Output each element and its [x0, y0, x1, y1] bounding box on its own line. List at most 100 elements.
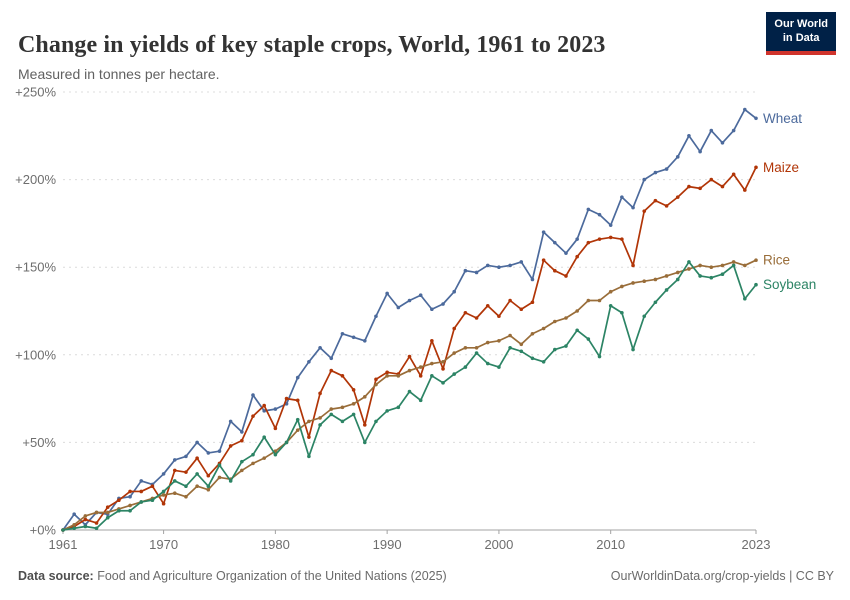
series-point-rice: [497, 338, 501, 343]
owid-url-link[interactable]: OurWorldinData.org/crop-yields | CC BY: [610, 569, 834, 583]
chart-footer: Data source: Food and Agriculture Organi…: [18, 569, 834, 583]
series-point-soybean: [184, 484, 188, 489]
series-point-rice: [731, 260, 736, 264]
series-point-wheat: [452, 289, 457, 294]
series-point-wheat: [698, 149, 702, 154]
series-point-maize: [441, 367, 445, 371]
series-point-wheat: [184, 454, 188, 459]
series-point-wheat: [217, 449, 222, 453]
series-end-label-maize[interactable]: Maize: [763, 160, 799, 175]
series-point-rice: [575, 309, 579, 313]
series-point-rice: [217, 475, 222, 480]
series-point-rice: [161, 493, 166, 497]
series-point-maize: [273, 426, 278, 431]
series-point-soybean: [474, 351, 479, 355]
series-line-maize[interactable]: [62, 166, 757, 531]
series-point-rice: [452, 351, 457, 355]
series-point-wheat: [307, 360, 311, 364]
y-tick-label: +200%: [15, 172, 56, 187]
series-point-maize: [642, 209, 647, 213]
series-point-wheat: [508, 263, 512, 268]
series-point-rice: [195, 484, 199, 489]
series-point-rice: [698, 263, 702, 268]
series-point-maize: [430, 338, 434, 343]
series-point-soybean: [128, 508, 132, 513]
series-point-maize: [295, 398, 300, 403]
series-point-soybean: [575, 328, 579, 333]
x-tick-label: 2010: [596, 537, 625, 552]
series-point-soybean: [564, 344, 568, 348]
series-point-maize: [139, 489, 144, 494]
series-point-maize: [497, 314, 501, 319]
series-point-soybean: [642, 314, 647, 319]
series-point-maize: [105, 505, 110, 510]
series-point-rice: [597, 298, 602, 303]
series-point-soybean: [284, 440, 289, 445]
series-point-maize: [329, 368, 334, 373]
series-point-soybean: [698, 274, 702, 278]
series-point-rice: [418, 365, 423, 369]
x-tick-label: 2000: [484, 537, 513, 552]
series-point-wheat: [161, 472, 166, 476]
series-point-maize: [284, 396, 289, 401]
series-point-maize: [240, 438, 244, 443]
series-point-rice: [318, 416, 322, 420]
owid-logo[interactable]: Our World in Data: [766, 12, 836, 55]
series-point-maize: [485, 303, 490, 308]
series-point-rice: [184, 494, 188, 499]
series-point-soybean: [687, 260, 691, 264]
series-point-soybean: [754, 282, 758, 287]
series-point-wheat: [664, 167, 669, 171]
series-point-maize: [675, 195, 680, 199]
series-point-rice: [743, 263, 747, 268]
series-end-label-rice[interactable]: Rice: [763, 253, 790, 268]
series-point-maize: [318, 391, 322, 396]
series-point-rice: [642, 279, 647, 284]
series-end-label-soybean[interactable]: Soybean: [763, 277, 816, 292]
series-point-rice: [675, 270, 680, 275]
series-point-maize: [698, 186, 702, 191]
series-point-wheat: [374, 314, 378, 319]
series-point-soybean: [441, 381, 445, 385]
series-point-wheat: [340, 331, 345, 336]
series-point-wheat: [228, 419, 233, 424]
series-point-wheat: [329, 356, 334, 361]
series-point-maize: [463, 310, 468, 315]
series-point-soybean: [307, 454, 311, 459]
series-point-soybean: [508, 345, 512, 350]
series-point-soybean: [295, 417, 300, 422]
series-point-rice: [407, 368, 412, 373]
series-point-maize: [150, 484, 155, 489]
series-point-wheat: [318, 345, 322, 350]
series-point-rice: [541, 326, 546, 331]
series-point-rice: [687, 267, 691, 271]
data-source-label: Data source:: [18, 569, 94, 583]
series-point-rice: [94, 510, 99, 515]
series-point-rice: [474, 345, 479, 350]
series-point-maize: [128, 489, 132, 494]
series-point-rice: [396, 374, 401, 378]
series-point-soybean: [497, 365, 501, 369]
series-point-rice: [430, 361, 434, 366]
series-line-wheat[interactable]: [62, 108, 757, 531]
series-point-maize: [374, 377, 378, 382]
series-point-maize: [664, 204, 669, 208]
series-point-rice: [508, 333, 512, 338]
series-point-rice: [754, 258, 758, 262]
series-point-soybean: [385, 409, 389, 413]
series-point-soybean: [620, 310, 624, 315]
series-point-rice: [172, 491, 177, 496]
series-point-wheat: [441, 302, 445, 306]
series-point-soybean: [83, 524, 88, 529]
series-point-soybean: [631, 347, 635, 352]
series-point-rice: [105, 510, 110, 515]
series-point-maize: [631, 263, 635, 268]
series-end-label-wheat[interactable]: Wheat: [763, 111, 802, 126]
series-point-soybean: [72, 526, 76, 531]
series-point-wheat: [485, 263, 490, 268]
series-point-maize: [754, 165, 758, 170]
series-point-soybean: [351, 412, 356, 417]
series-point-maize: [608, 235, 613, 240]
